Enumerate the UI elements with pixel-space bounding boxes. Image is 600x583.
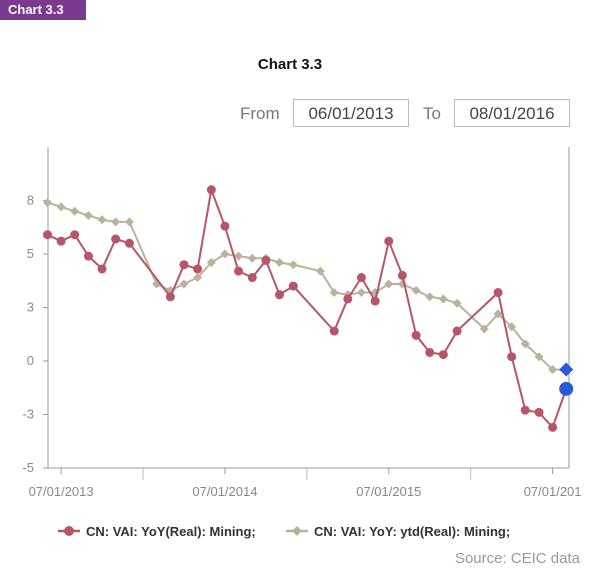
series-point <box>438 294 448 304</box>
series-point <box>247 253 257 263</box>
series-point <box>83 251 93 261</box>
series-point <box>261 255 271 265</box>
highlight-point <box>559 362 574 377</box>
series-point <box>124 238 134 248</box>
source-note: Source: CEIC data <box>454 550 580 567</box>
series-point <box>520 405 530 415</box>
series-point <box>43 198 53 208</box>
x-tick-label: 07/01/2015 <box>356 484 421 499</box>
series-point <box>193 264 203 274</box>
y-tick-label: 5 <box>27 246 34 261</box>
y-tick-label: 8 <box>27 193 34 208</box>
series-point <box>193 273 203 283</box>
chart-title: Chart 3.3 <box>257 56 323 73</box>
series-line <box>47 201 567 371</box>
series-point <box>179 279 189 289</box>
series-point <box>493 309 503 319</box>
series-point <box>356 288 366 298</box>
series-point <box>520 339 530 349</box>
series-line <box>47 185 568 430</box>
series-point <box>534 352 544 362</box>
series-point <box>452 326 462 336</box>
series-point <box>275 258 285 268</box>
legend-swatch-marker <box>64 526 74 536</box>
series-point <box>179 260 189 270</box>
series-point <box>111 234 121 244</box>
y-tick-label: 0 <box>27 353 34 368</box>
series-point <box>206 185 216 195</box>
series-point <box>438 350 448 360</box>
series-point <box>83 210 93 220</box>
series-point <box>97 215 107 225</box>
series-point <box>425 347 435 357</box>
series-point <box>165 292 175 302</box>
from-date-input[interactable]: 06/01/2013 <box>293 99 409 127</box>
series-point <box>493 288 503 298</box>
chart-tag: Chart 3.3 <box>0 0 86 20</box>
series-point <box>56 202 66 212</box>
series-point <box>234 251 244 261</box>
legend-label: CN: VAI: YoY(Real): Mining; <box>86 524 256 539</box>
x-tick-label: 07/01/2013 <box>29 484 94 499</box>
series-point <box>220 221 230 231</box>
series-point <box>479 324 489 334</box>
series-point <box>384 236 394 246</box>
y-tick-label: 3 <box>27 300 34 315</box>
series-point <box>411 285 421 295</box>
from-label: From <box>240 104 280 123</box>
series-point <box>356 273 366 283</box>
series-point <box>43 230 53 240</box>
series-point <box>425 292 435 302</box>
series-point <box>247 273 257 283</box>
to-date-input[interactable]: 08/01/2016 <box>454 99 570 127</box>
series-point <box>507 322 517 332</box>
series-point <box>288 260 298 270</box>
series-point <box>275 290 285 300</box>
series-point <box>343 294 353 304</box>
series-point <box>206 258 216 268</box>
series-point <box>452 298 462 308</box>
series-point <box>111 217 121 227</box>
series-point <box>507 352 517 362</box>
series-point <box>329 326 339 336</box>
series-point <box>56 236 66 246</box>
legend-label: CN: VAI: YoY: ytd(Real): Mining; <box>314 524 510 539</box>
series-point <box>70 206 80 216</box>
series-point <box>315 266 325 276</box>
series-point <box>548 365 558 375</box>
to-label: To <box>423 104 441 123</box>
series-point <box>124 217 134 227</box>
series-point <box>220 249 230 259</box>
x-tick-label: 07/01/2014 <box>192 484 257 499</box>
series-point <box>397 270 407 280</box>
series-point <box>97 264 107 274</box>
series-point <box>411 330 421 340</box>
series-point <box>534 407 544 417</box>
series-point <box>288 281 298 291</box>
series-point <box>329 288 339 298</box>
series-point <box>384 279 394 289</box>
series-point <box>234 266 244 276</box>
series-point <box>548 422 558 432</box>
y-tick-label: -3 <box>22 407 34 422</box>
series-point <box>370 296 380 306</box>
legend-swatch-marker <box>292 526 302 536</box>
y-tick-label: -5 <box>22 460 34 475</box>
highlight-point <box>559 381 574 396</box>
x-tick-label: 07/01/201 <box>524 484 582 499</box>
series-point <box>70 230 80 240</box>
